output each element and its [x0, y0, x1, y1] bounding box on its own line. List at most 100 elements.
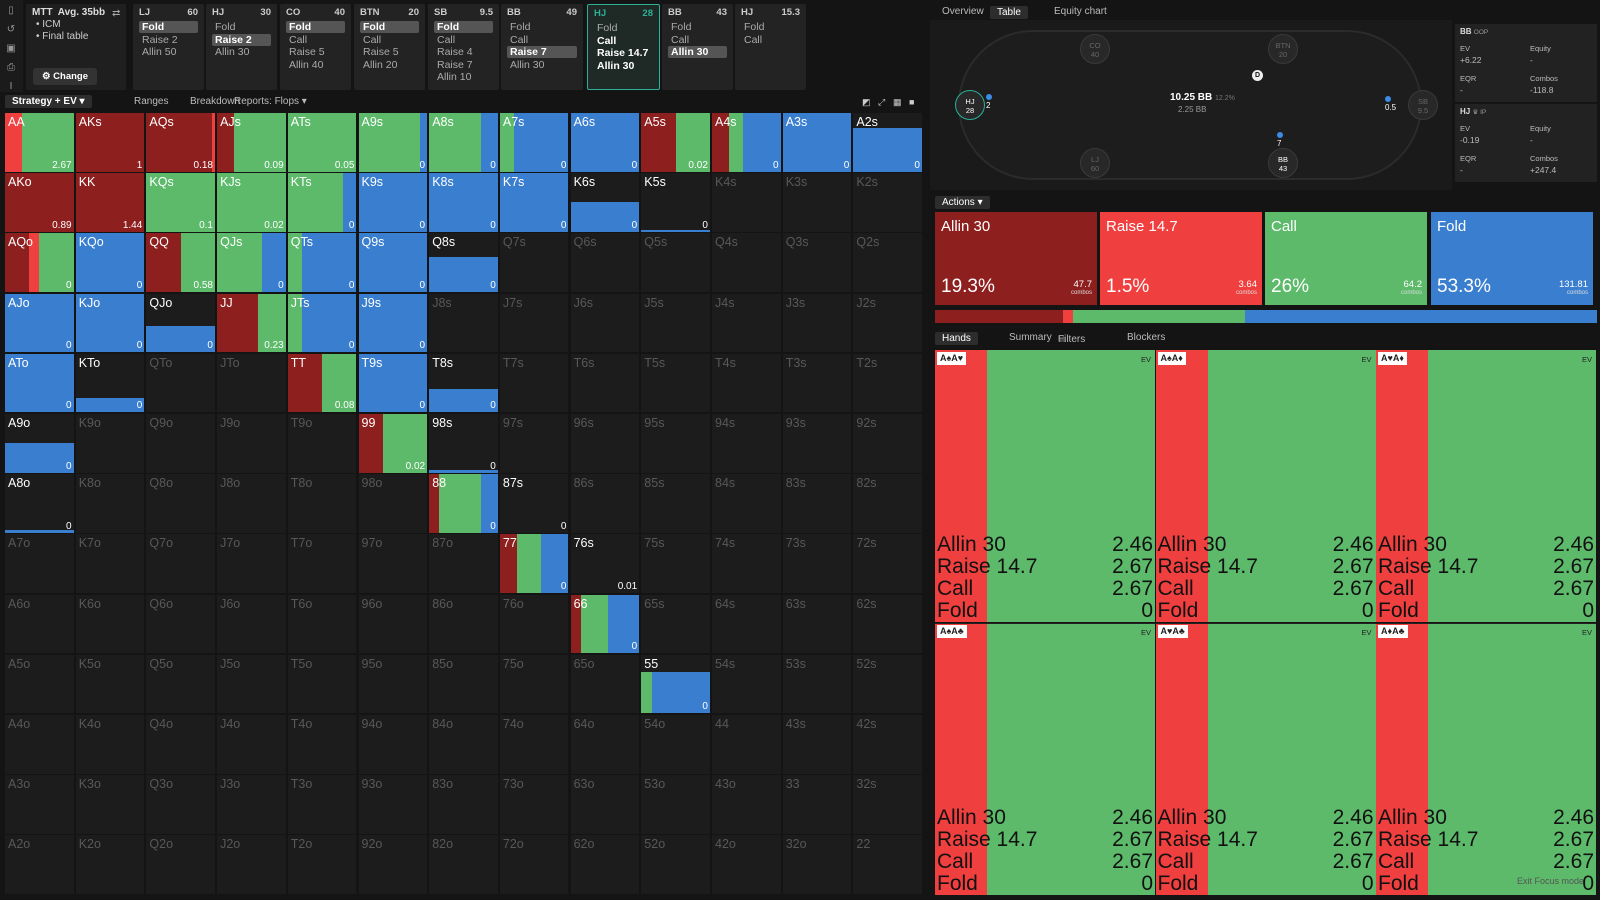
card-action[interactable]: Fold [434, 21, 493, 33]
hand-cell-93o[interactable]: 93o [358, 775, 428, 834]
hand-cell-92s[interactable]: 92s [853, 414, 922, 473]
hand-cell-a2o[interactable]: A2o [5, 835, 74, 894]
hand-cell-43s[interactable]: 43s [782, 715, 852, 774]
card-action[interactable]: Raise 2 [142, 33, 178, 46]
hand-cell-a7o[interactable]: A7o [5, 534, 74, 593]
hand-cell-75o[interactable]: 75o [499, 654, 569, 714]
hand-cell-j9s[interactable]: J9s 0 [358, 293, 428, 353]
card-action[interactable]: Fold [510, 21, 531, 33]
hand-cell-84o[interactable]: 84o [429, 715, 498, 774]
hand-cell-74o[interactable]: 74o [499, 715, 569, 774]
hand-cell-94s[interactable]: 94s [712, 414, 781, 473]
hand-cell-k9o[interactable]: K9o [75, 414, 145, 473]
hand-cell-65s[interactable]: 65s [641, 594, 710, 654]
card-action[interactable]: Allin 20 [363, 58, 398, 71]
card-action[interactable]: Call [289, 33, 308, 46]
bookmark-icon[interactable]: ▯ [8, 5, 14, 16]
hand-cell-a5s[interactable]: A5s 0.02 [641, 113, 710, 172]
hand-cell-t3s[interactable]: T3s [782, 353, 852, 413]
hand-cell-k3s[interactable]: K3s [782, 173, 852, 232]
hand-cell-j2s[interactable]: J2s [853, 293, 922, 353]
hand-cell-97s[interactable]: 97s [499, 414, 569, 473]
hand-cell-a6s[interactable]: A6s 0 [570, 113, 640, 172]
hand-cell-qq[interactable]: QQ 0.58 [146, 233, 215, 292]
hand-cell-98o[interactable]: 98o [358, 474, 428, 533]
action-card-lj[interactable]: LJ 60 Fold Raise 2 Allin 50 [133, 4, 204, 90]
hand-cell-k7s[interactable]: K7s 0 [499, 173, 569, 232]
hand-cell-t6o[interactable]: T6o [287, 594, 357, 654]
card-action[interactable]: Fold [139, 21, 198, 33]
hand-cell-qts[interactable]: QTs 0 [287, 233, 357, 292]
hand-cell-q2o[interactable]: Q2o [146, 835, 215, 894]
grid-view-icon[interactable]: ▦ [893, 97, 902, 107]
action-box-allin[interactable]: Allin 30 19.3% 47.7 combos [935, 212, 1097, 305]
hand-card[interactable]: A♦A♣ EV Allin 30 2.46 Raise 14.7 2.67 Call 2.67… [1376, 622, 1596, 895]
card-action[interactable]: Fold [286, 21, 345, 33]
tab-blockers[interactable]: Blockers [1127, 332, 1166, 343]
hand-cell-83o[interactable]: 83o [429, 775, 498, 834]
card-action[interactable]: Allin 30 [510, 58, 545, 71]
hand-cell-t7s[interactable]: T7s [499, 353, 569, 413]
actions-dropdown[interactable]: Actions ▾ [935, 196, 990, 209]
hand-cell-33[interactable]: 33 [782, 775, 852, 834]
card-action[interactable]: Allin 30 [668, 46, 727, 58]
change-button[interactable]: ⚙ Change [33, 68, 97, 85]
hand-cell-54o[interactable]: 54o [641, 715, 710, 774]
hand-cell-98s[interactable]: 98s 0 [429, 414, 498, 473]
card-action[interactable]: Call [671, 33, 690, 46]
hand-cell-j5s[interactable]: J5s [641, 293, 710, 353]
hand-cell-a9s[interactable]: A9s 0 [358, 113, 428, 172]
hand-cell-22[interactable]: 22 [853, 835, 922, 894]
action-box-fold[interactable]: Fold 53.3% 131.81 combos [1431, 212, 1593, 305]
breakdown-tab[interactable]: Breakdown [190, 96, 241, 107]
hand-cell-74s[interactable]: 74s [712, 534, 781, 593]
hand-cell-t8s[interactable]: T8s 0 [429, 353, 498, 413]
hand-cell-k4o[interactable]: K4o [75, 715, 145, 774]
hand-cell-j7o[interactable]: J7o [217, 534, 286, 593]
hand-cell-k2s[interactable]: K2s [853, 173, 922, 232]
hand-cell-87o[interactable]: 87o [429, 534, 498, 593]
hand-cell-jts[interactable]: JTs 0 [287, 293, 357, 353]
hand-cell-ats[interactable]: ATs 0.05 [287, 113, 357, 172]
hand-cell-73s[interactable]: 73s [782, 534, 852, 593]
card-action[interactable]: Call [597, 34, 617, 47]
action-card-hj[interactable]: HJ 15.3 Fold Call [735, 4, 806, 90]
hand-cell-64s[interactable]: 64s [712, 594, 781, 654]
swap-icon[interactable]: ⇄ [112, 8, 121, 19]
history-icon[interactable]: ↺ [6, 24, 16, 35]
tab-hands[interactable]: Hands [935, 332, 978, 345]
hand-cell-t2o[interactable]: T2o [287, 835, 357, 894]
strategy-ev-dropdown[interactable]: Strategy + EV ▾ [5, 95, 92, 108]
hand-cell-t4s[interactable]: T4s [712, 353, 781, 413]
hand-card[interactable]: A♠A♥ EV Allin 30 2.46 Raise 14.7 2.67 Call 2.67… [935, 350, 1155, 622]
hand-cell-tt[interactable]: TT 0.08 [287, 353, 357, 413]
card-action[interactable]: Raise 4 [437, 46, 473, 58]
hand-cell-aqo[interactable]: AQo 0 [5, 233, 74, 292]
hand-cell-43o[interactable]: 43o [712, 775, 781, 834]
square-view-icon[interactable]: ■ [909, 97, 915, 107]
hand-cell-k5o[interactable]: K5o [75, 654, 145, 714]
hand-cell-q8o[interactable]: Q8o [146, 474, 215, 533]
action-card-co[interactable]: CO 40 Fold Call Raise 5 Allin 40 [280, 4, 351, 90]
hand-cell-q5o[interactable]: Q5o [146, 654, 215, 714]
hand-cell-97o[interactable]: 97o [358, 534, 428, 593]
hand-cell-63o[interactable]: 63o [570, 775, 640, 834]
hand-cell-a3s[interactable]: A3s 0 [782, 113, 852, 172]
hand-cell-qjo[interactable]: QJo 0 [146, 293, 215, 353]
card-action[interactable]: Raise 5 [289, 46, 325, 58]
action-card-btn[interactable]: BTN 20 Fold Call Raise 5 Allin 20 [354, 4, 425, 90]
hand-cell-94o[interactable]: 94o [358, 715, 428, 774]
hand-cell-q6o[interactable]: Q6o [146, 594, 215, 654]
hand-cell-j4o[interactable]: J4o [217, 715, 286, 774]
hand-cell-k6s[interactable]: K6s 0 [570, 173, 640, 232]
hand-cell-kts[interactable]: KTs 0 [287, 173, 357, 232]
hand-cell-kqs[interactable]: KQs 0.1 [146, 173, 215, 232]
seat-sb[interactable]: SB 9.5 [1408, 90, 1438, 120]
hand-cell-j3o[interactable]: J3o [217, 775, 286, 834]
card-action[interactable]: Fold [215, 21, 236, 33]
hand-cell-jto[interactable]: JTo [217, 353, 286, 413]
hand-cell-q6s[interactable]: Q6s [570, 233, 640, 292]
hand-cell-k6o[interactable]: K6o [75, 594, 145, 654]
hand-cell-85o[interactable]: 85o [429, 654, 498, 714]
reports-dropdown[interactable]: Reports: Flops ▾ [234, 96, 307, 107]
